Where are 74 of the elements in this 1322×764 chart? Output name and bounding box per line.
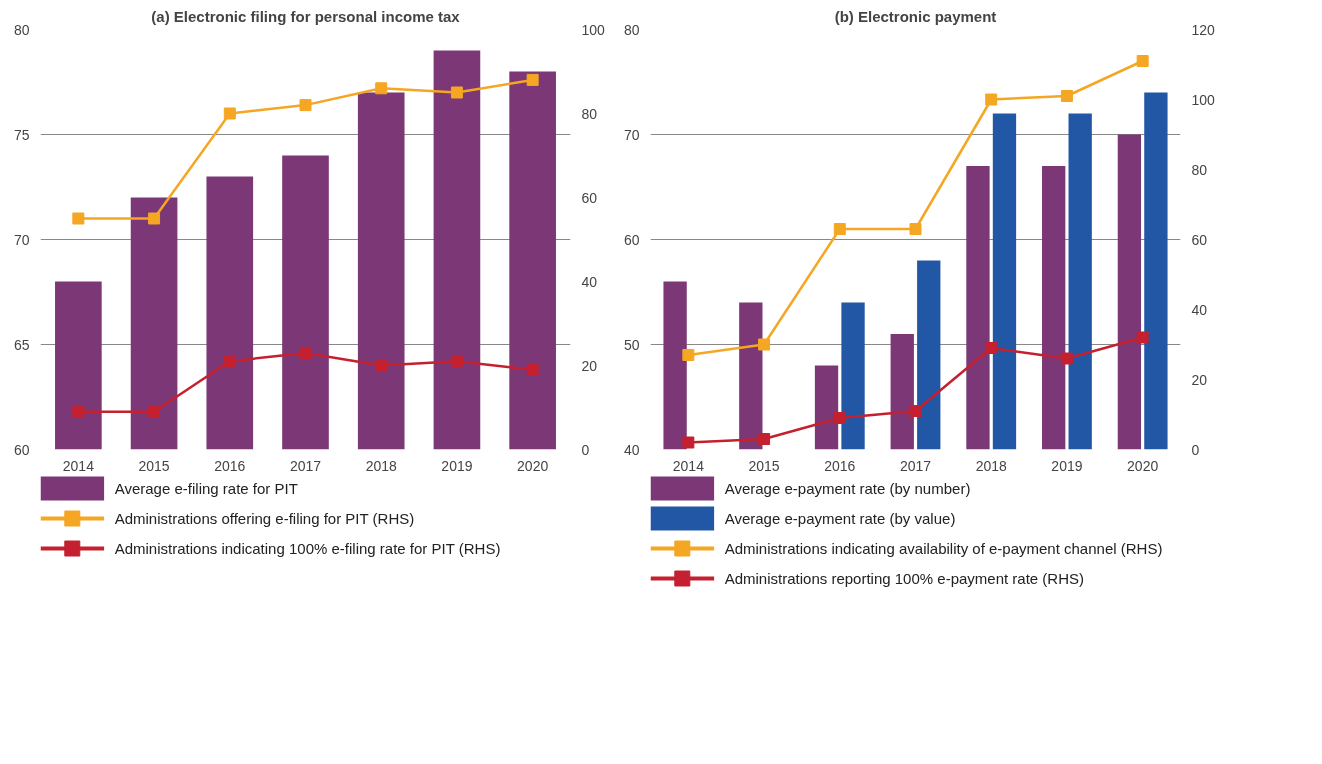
- point: [450, 86, 463, 99]
- x-tick-label: 2016: [824, 457, 856, 474]
- point: [833, 412, 846, 424]
- x-tick-label: 2015: [138, 457, 170, 474]
- x-tick-label: 2018: [365, 457, 397, 474]
- y-tick-label: 75: [13, 126, 30, 143]
- point: [682, 349, 695, 361]
- y2-tick-label: 20: [1191, 371, 1208, 388]
- x-tick-label: 2016: [214, 457, 246, 474]
- point: [985, 93, 998, 106]
- legend-label: Administrations reporting 100% e-payment rate (RHS): [724, 570, 1085, 587]
- y-tick-label: 60: [623, 231, 640, 248]
- x-tick-label: 2020: [1127, 457, 1159, 474]
- x-tick-label: 2018: [975, 457, 1007, 474]
- y-tick-label: 65: [13, 336, 30, 353]
- legend-label: Administrations indicating 100% e-filing rate for PIT (RHS): [114, 540, 501, 557]
- y2-tick-label: 0: [1191, 441, 1200, 458]
- legend-label: Administrations indicating availability of e-payment channel (RHS): [724, 540, 1163, 557]
- chart-title: (a) Electronic filing for personal income tax: [151, 7, 461, 25]
- y2-tick-label: 60: [1191, 231, 1208, 248]
- y2-tick-label: 80: [581, 105, 598, 122]
- point: [909, 405, 922, 417]
- y2-tick-label: 100: [1191, 91, 1216, 108]
- y2-tick-label: 120: [1191, 21, 1216, 38]
- point: [375, 359, 388, 372]
- point: [1060, 352, 1073, 365]
- point: [223, 107, 236, 120]
- legend-label: Administrations offering e-filing for PIT (RHS): [114, 510, 415, 527]
- point: [223, 355, 236, 368]
- y-tick-label: 60: [13, 441, 30, 458]
- point: [1136, 55, 1149, 67]
- point: [682, 436, 695, 449]
- x-tick-label: 2014: [62, 457, 95, 474]
- point: [450, 355, 463, 368]
- legend-label: Average e-payment rate (by number): [724, 480, 971, 497]
- chart-title: (b) Electronic payment: [834, 7, 997, 25]
- x-tick-label: 2019: [441, 457, 473, 474]
- y-tick-label: 70: [13, 231, 30, 248]
- y-tick-label: 40: [623, 441, 640, 458]
- point: [985, 342, 998, 354]
- point: [526, 363, 539, 376]
- y2-tick-label: 20: [581, 357, 598, 374]
- point: [909, 223, 922, 235]
- point: [375, 82, 388, 95]
- y-tick-label: 80: [623, 21, 640, 38]
- legend-label: Average e-payment rate (by value): [724, 510, 956, 527]
- point: [72, 405, 85, 418]
- legend-label: Average e-filing rate for PIT: [114, 480, 298, 497]
- y-tick-label: 50: [623, 336, 640, 353]
- y-tick-label: 70: [623, 126, 640, 143]
- y2-tick-label: 100: [581, 21, 606, 38]
- point: [1136, 331, 1149, 344]
- x-tick-label: 2017: [289, 457, 322, 474]
- point: [526, 73, 539, 86]
- point: [299, 99, 312, 112]
- point: [758, 338, 771, 351]
- y2-tick-label: 0: [581, 441, 590, 458]
- y2-tick-label: 80: [1191, 161, 1208, 178]
- x-tick-label: 2019: [1051, 457, 1083, 474]
- x-tick-label: 2014: [672, 457, 705, 474]
- point: [148, 212, 161, 225]
- point: [1060, 90, 1073, 102]
- point: [148, 405, 161, 418]
- point: [758, 433, 771, 445]
- y2-tick-label: 40: [581, 273, 598, 290]
- point: [299, 346, 312, 359]
- y2-tick-label: 60: [581, 189, 598, 206]
- point: [833, 223, 846, 235]
- y-tick-label: 80: [13, 21, 30, 38]
- x-tick-label: 2017: [899, 457, 932, 474]
- y2-tick-label: 40: [1191, 301, 1208, 318]
- point: [72, 212, 85, 225]
- x-tick-label: 2015: [748, 457, 780, 474]
- x-tick-label: 2020: [517, 457, 549, 474]
